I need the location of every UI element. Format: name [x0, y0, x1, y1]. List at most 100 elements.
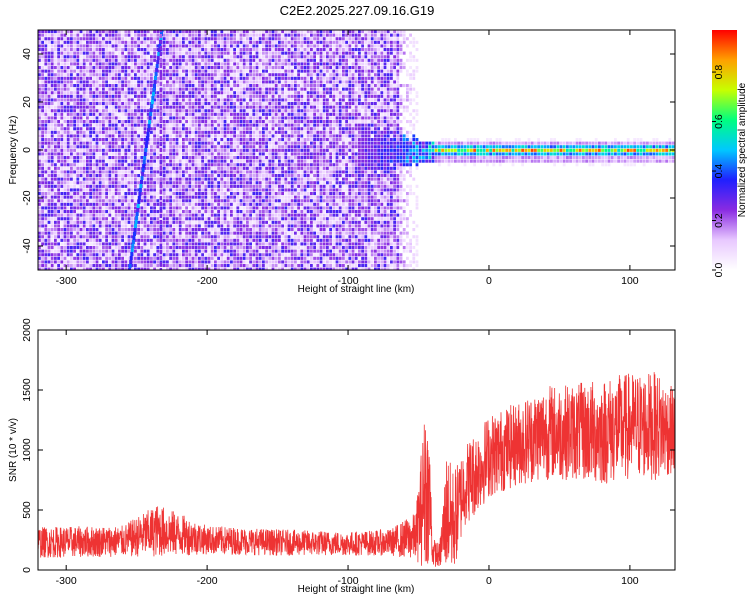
spectrogram-cell	[114, 206, 118, 210]
spectrogram-cell	[60, 231, 64, 235]
spectrogram-cell	[82, 202, 86, 206]
spectrogram-cell	[146, 213, 150, 217]
spectrogram-cell	[102, 134, 105, 138]
spectrogram-cell	[134, 116, 137, 120]
spectrogram-cell	[166, 58, 169, 62]
spectrogram-cell	[182, 210, 185, 214]
spectrogram-cell	[191, 253, 195, 257]
spectrogram-cell	[44, 156, 48, 160]
spectrogram-cell	[226, 116, 230, 120]
spectrogram-cell	[79, 76, 83, 80]
spectrogram-cell	[86, 202, 89, 206]
spectrogram-cell	[98, 166, 102, 170]
spectrogram-cell	[79, 44, 83, 48]
spectrogram-cell	[50, 199, 54, 203]
spectrogram-cell	[271, 44, 275, 48]
spectrogram-cell	[198, 238, 201, 242]
spectrogram-cell	[223, 220, 227, 224]
spectrogram-cell	[98, 30, 102, 34]
spectrogram-cell	[98, 159, 102, 163]
spectrogram-cell	[191, 256, 195, 260]
spectrogram-cell	[194, 48, 198, 52]
spectrogram-cell	[140, 30, 144, 34]
spectrogram-cell	[274, 130, 278, 134]
spectrogram-cell	[207, 163, 211, 167]
spectrogram-cell	[86, 166, 89, 170]
spectrogram-cell	[252, 256, 256, 260]
spectrogram-cell	[223, 159, 227, 163]
spectrogram-cell	[217, 123, 220, 127]
spectrogram-cell	[124, 246, 128, 250]
spectrogram-cell	[258, 235, 262, 239]
spectrogram-cell	[73, 159, 76, 163]
spectrogram-cell	[246, 260, 249, 264]
spectrogram-cell	[271, 264, 275, 268]
spectrogram-cell	[207, 174, 211, 178]
spectrogram-cell	[47, 159, 51, 163]
spectrogram-cell	[130, 48, 134, 52]
spectrogram-cell	[255, 58, 259, 62]
spectrogram-cell	[95, 40, 99, 44]
spectrogram-cell	[265, 127, 268, 131]
spectrogram-cell	[204, 210, 208, 214]
spectrogram-cell	[265, 217, 268, 221]
spectrogram-cell	[201, 109, 204, 113]
spectrogram-cell	[249, 62, 252, 66]
spectrogram-cell	[188, 148, 192, 152]
spectrogram-cell	[198, 231, 201, 235]
spectrogram-cell	[127, 66, 131, 70]
spectrogram-cell	[44, 37, 48, 41]
spectrogram-cell	[92, 249, 96, 253]
spectrogram-cell	[201, 152, 204, 156]
spectrogram-cell	[207, 145, 211, 149]
spectrogram-cell	[207, 188, 211, 192]
spectrogram-cell	[226, 177, 230, 181]
spectrogram-cell	[146, 30, 150, 34]
spectrogram-cell	[130, 116, 134, 120]
spectrogram-cell	[92, 152, 96, 156]
spectrogram-cell	[182, 98, 185, 102]
spectrogram-cell	[127, 246, 131, 250]
spectrogram-cell	[191, 112, 195, 116]
spectrogram-cell	[166, 246, 169, 250]
spectrogram-cell	[252, 206, 256, 210]
spectrogram-cell	[242, 163, 246, 167]
spectrogram-cell	[246, 199, 249, 203]
spectrogram-cell	[63, 134, 67, 138]
spectrogram-cell	[130, 91, 134, 95]
spectrogram-cell	[271, 33, 275, 37]
spectrogram-cell	[166, 145, 169, 149]
spectrogram-cell	[92, 98, 96, 102]
spectrogram-cell	[175, 249, 179, 253]
spectrogram-cell	[98, 116, 102, 120]
spectrogram-cell	[54, 55, 57, 59]
spectrogram-cell	[140, 220, 144, 224]
spectrogram-cell	[172, 210, 176, 214]
spectrogram-cell	[89, 246, 92, 250]
spectrogram-cell	[41, 112, 44, 116]
spectrogram-cell	[249, 184, 252, 188]
spectrogram-cell	[50, 40, 54, 44]
spectrogram-cell	[92, 184, 96, 188]
spectrogram-cell	[47, 87, 51, 91]
spectrogram-cell	[166, 109, 169, 113]
spectrogram-cell	[249, 206, 252, 210]
spectrogram-cell	[223, 253, 227, 257]
spectrogram-cell	[169, 246, 172, 250]
spectrogram-cell	[121, 206, 124, 210]
spectrogram-cell	[217, 206, 220, 210]
spectrogram-cell	[95, 220, 99, 224]
spectrogram-cell	[38, 242, 41, 246]
spectrogram-cell	[66, 242, 70, 246]
spectrogram-cell	[246, 76, 249, 80]
spectrogram-cell	[188, 138, 192, 142]
spectrogram-cell	[137, 253, 140, 257]
spectrogram-cell	[111, 120, 115, 124]
spectrogram-cell	[118, 145, 121, 149]
spectrogram-cell	[121, 102, 124, 106]
spectrogram-cell	[146, 145, 150, 149]
spectrogram-cell	[127, 105, 131, 109]
spectrogram-cell	[217, 228, 220, 232]
spectrogram-cell	[223, 206, 227, 210]
spectrogram-cell	[114, 141, 118, 145]
